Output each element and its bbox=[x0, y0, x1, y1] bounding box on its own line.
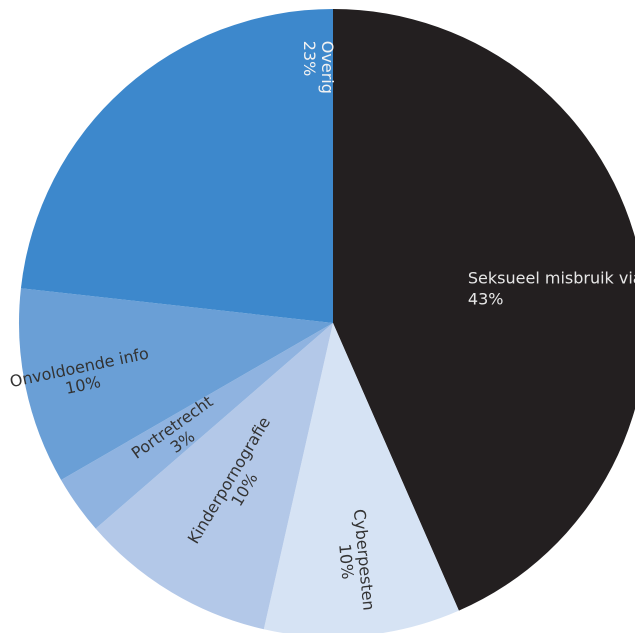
slice-overig bbox=[20, 9, 334, 323]
slice-name-overig: Overig bbox=[318, 41, 337, 94]
slice-seksueel-misbruik-via-chat bbox=[333, 9, 635, 611]
slice-portretrecht bbox=[61, 323, 333, 529]
slice-percent-seksueel-misbruik-via-chat: 43% bbox=[468, 289, 504, 308]
slice-percent-overig: 23% bbox=[300, 41, 319, 77]
slice-cyberpesten bbox=[263, 323, 459, 633]
slice-name-seksueel-misbruik-via-chat: Seksueel misbruik via chat bbox=[468, 268, 635, 287]
slice-label-overig: Overig23% bbox=[300, 41, 337, 94]
slice-label-seksueel-misbruik-via-chat: Seksueel misbruik via chat 43% bbox=[468, 268, 635, 308]
slice-kinderpornografie bbox=[95, 323, 333, 630]
pie-slices bbox=[18, 9, 635, 633]
slice-onvoldoende-info bbox=[18, 288, 333, 480]
slice-percent-cyberpesten: 10% bbox=[335, 543, 357, 580]
